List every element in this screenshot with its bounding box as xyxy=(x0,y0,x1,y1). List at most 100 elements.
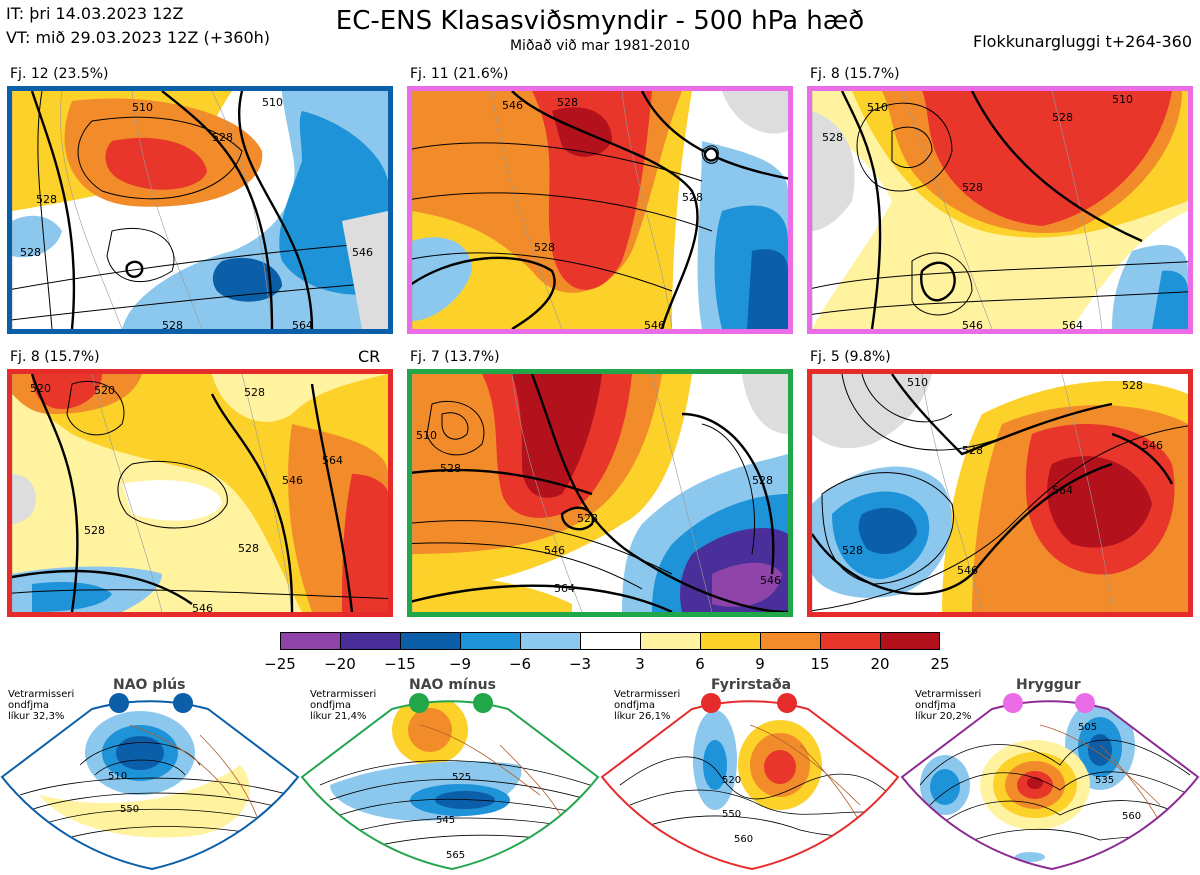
contour-label: 546 xyxy=(352,246,373,259)
contour-label: 546 xyxy=(962,319,983,329)
colorbar-tick: −15 xyxy=(384,655,416,673)
regime-dot xyxy=(777,693,797,713)
regime-dot xyxy=(1075,693,1095,713)
contour-label: 528 xyxy=(962,444,983,457)
contour-label: 528 xyxy=(440,462,461,475)
contour-label: 550 xyxy=(722,809,741,820)
valid-time: VT: mið 29.03.2023 12Z (+360h) xyxy=(6,28,271,47)
contour-label: 528 xyxy=(20,246,41,259)
cluster-map-1: 510 510 528 528 528 546 528 564 xyxy=(7,86,393,334)
contour-label: 528 xyxy=(212,131,233,144)
contour-label: 520 xyxy=(94,384,115,397)
contour-label: 564 xyxy=(1062,319,1083,329)
contour-label: 546 xyxy=(282,474,303,487)
contour-label: 528 xyxy=(577,512,598,525)
contour-label: 546 xyxy=(544,544,565,557)
colorbar-swatch xyxy=(580,632,640,650)
regime-title-ridge: Hryggur xyxy=(1016,677,1081,693)
colorbar-tick: −3 xyxy=(568,655,592,673)
colorbar-swatch xyxy=(640,632,700,650)
initial-time: IT: þri 14.03.2023 12Z xyxy=(6,4,184,23)
colorbar-swatch xyxy=(700,632,760,650)
classification-window: Flokkunargluggi t+264-360 xyxy=(973,32,1192,51)
colorbar-tick: 3 xyxy=(635,655,645,673)
contour-label: 510 xyxy=(108,771,127,782)
contour-label: 535 xyxy=(1095,775,1114,786)
contour-label: 528 xyxy=(534,241,555,254)
colorbar-swatch xyxy=(880,632,940,650)
colorbar-tick: 9 xyxy=(755,655,765,673)
contour-label: 528 xyxy=(682,191,703,204)
contour-label: 564 xyxy=(554,582,575,595)
colorbar-swatch xyxy=(280,632,340,650)
page-subtitle: Miðað við mar 1981-2010 xyxy=(509,38,691,54)
colorbar-tick: 15 xyxy=(810,655,830,673)
colorbar-swatch xyxy=(400,632,460,650)
contour-label: 528 xyxy=(822,131,843,144)
contour-label: 546 xyxy=(760,574,781,587)
cluster-map-6: 510 528 528 546 564 546 528 xyxy=(807,369,1193,617)
regime-dot xyxy=(1003,693,1023,713)
regime-dot xyxy=(701,693,721,713)
regime-note-blocking: Vetrarmisseri ondfjma líkur 26,1% xyxy=(614,689,681,722)
cluster-map-2: 546 528 528 528 546 xyxy=(407,86,793,334)
contour-label: 564 xyxy=(1052,484,1073,497)
cluster-label-1: Fj. 12 (23.5%) xyxy=(10,66,109,82)
contour-label: 510 xyxy=(867,101,888,114)
contour-label: 528 xyxy=(84,524,105,537)
contour-label: 550 xyxy=(120,804,139,815)
regime-note-ridge: Vetrarmisseri ondfjma líkur 20,2% xyxy=(915,689,982,722)
regime-dot xyxy=(173,693,193,713)
contour-label: 528 xyxy=(752,474,773,487)
cluster-label-5: Fj. 7 (13.7%) xyxy=(410,349,500,365)
regime-note-nao-minus: Vetrarmisseri ondfjma líkur 21,4% xyxy=(310,689,377,722)
regime-dot xyxy=(473,693,493,713)
contour-label: 546 xyxy=(1142,439,1163,452)
cluster-label-6: Fj. 5 (9.8%) xyxy=(810,349,891,365)
colorbar-swatch xyxy=(340,632,400,650)
contour-label: 528 xyxy=(244,386,265,399)
colorbar-swatch xyxy=(760,632,820,650)
regime-note-nao-plus: Vetrarmisseri ondfjma líkur 32,3% xyxy=(8,689,75,722)
contour-label: 528 xyxy=(36,193,57,206)
anomaly-colorbar xyxy=(280,632,940,652)
contour-label: 525 xyxy=(452,772,471,783)
contour-label: 528 xyxy=(842,544,863,557)
colorbar-tick: 20 xyxy=(870,655,890,673)
contour-label: 528 xyxy=(162,319,183,329)
contour-label: 546 xyxy=(957,564,978,577)
contour-label: 520 xyxy=(722,775,741,786)
regime-dot xyxy=(109,693,129,713)
contour-label: 560 xyxy=(734,834,753,845)
cluster-map-4: 520 520 528 528 546 528 564 546 xyxy=(7,369,393,617)
contour-label: 528 xyxy=(557,96,578,109)
regime-title-nao-minus: NAO mínus xyxy=(409,677,496,693)
regime-title-blocking: Fyrirstaða xyxy=(711,677,792,693)
contour-label: 546 xyxy=(192,602,213,612)
colorbar-swatch xyxy=(820,632,880,650)
contour-label: 565 xyxy=(446,850,465,861)
contour-label: 510 xyxy=(907,376,928,389)
contour-label: 510 xyxy=(262,96,283,109)
colorbar-tick-labels: −25 −20 −15 −9 −6 −3 3 6 9 15 20 25 xyxy=(260,655,960,675)
page-title: EC-ENS Klasasviðsmyndir - 500 hPa hæð xyxy=(335,6,865,36)
contour-label: 546 xyxy=(502,99,523,112)
cluster-label-4: Fj. 8 (15.7%) xyxy=(10,349,100,365)
colorbar-tick: −9 xyxy=(448,655,472,673)
cluster-label-2: Fj. 11 (21.6%) xyxy=(410,66,509,82)
contour-label: 510 xyxy=(1112,93,1133,106)
colorbar-swatch xyxy=(460,632,520,650)
weather-regimes: 510 550 525 545 565 xyxy=(0,675,1200,871)
colorbar-tick: 25 xyxy=(930,655,950,673)
colorbar-swatch xyxy=(520,632,580,650)
control-run-badge: CR xyxy=(358,347,381,366)
contour-label: 510 xyxy=(416,429,437,442)
colorbar-tick: −25 xyxy=(264,655,296,673)
colorbar-tick: −6 xyxy=(508,655,532,673)
contour-label: 528 xyxy=(962,181,983,194)
contour-label: 505 xyxy=(1078,722,1097,733)
contour-label: 528 xyxy=(1052,111,1073,124)
contour-label: 564 xyxy=(322,454,343,467)
contour-label: 528 xyxy=(1122,379,1143,392)
colorbar-tick: 6 xyxy=(695,655,705,673)
